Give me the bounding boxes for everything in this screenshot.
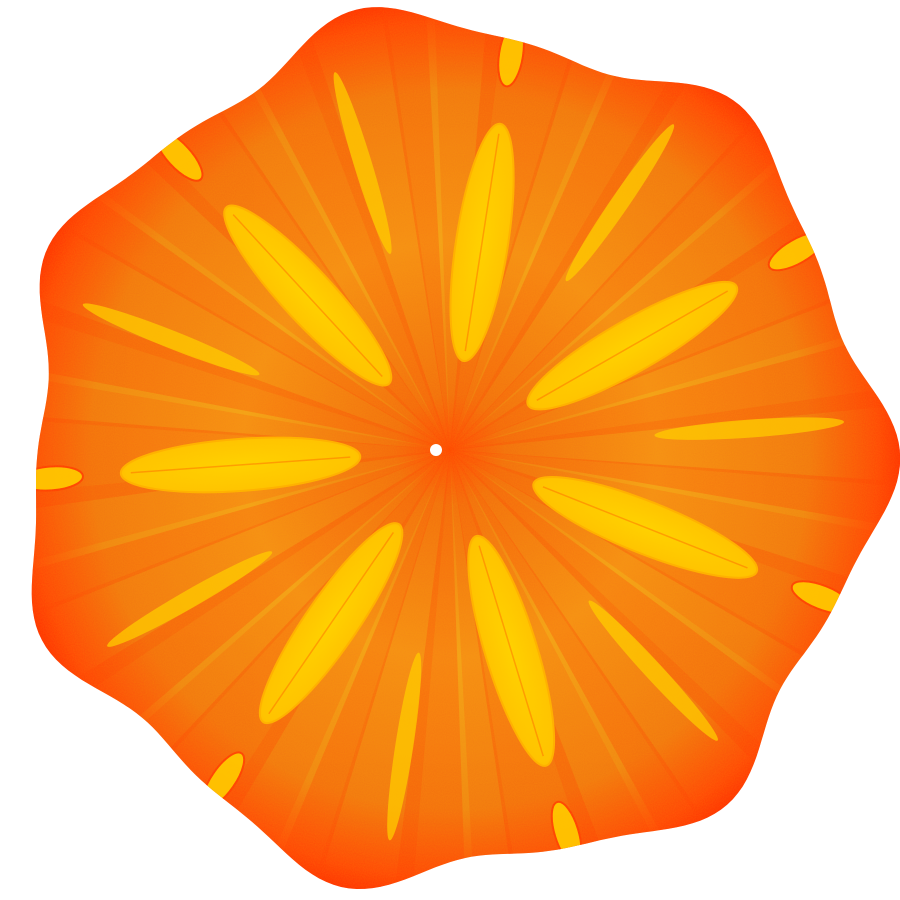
center-hole <box>430 444 442 456</box>
